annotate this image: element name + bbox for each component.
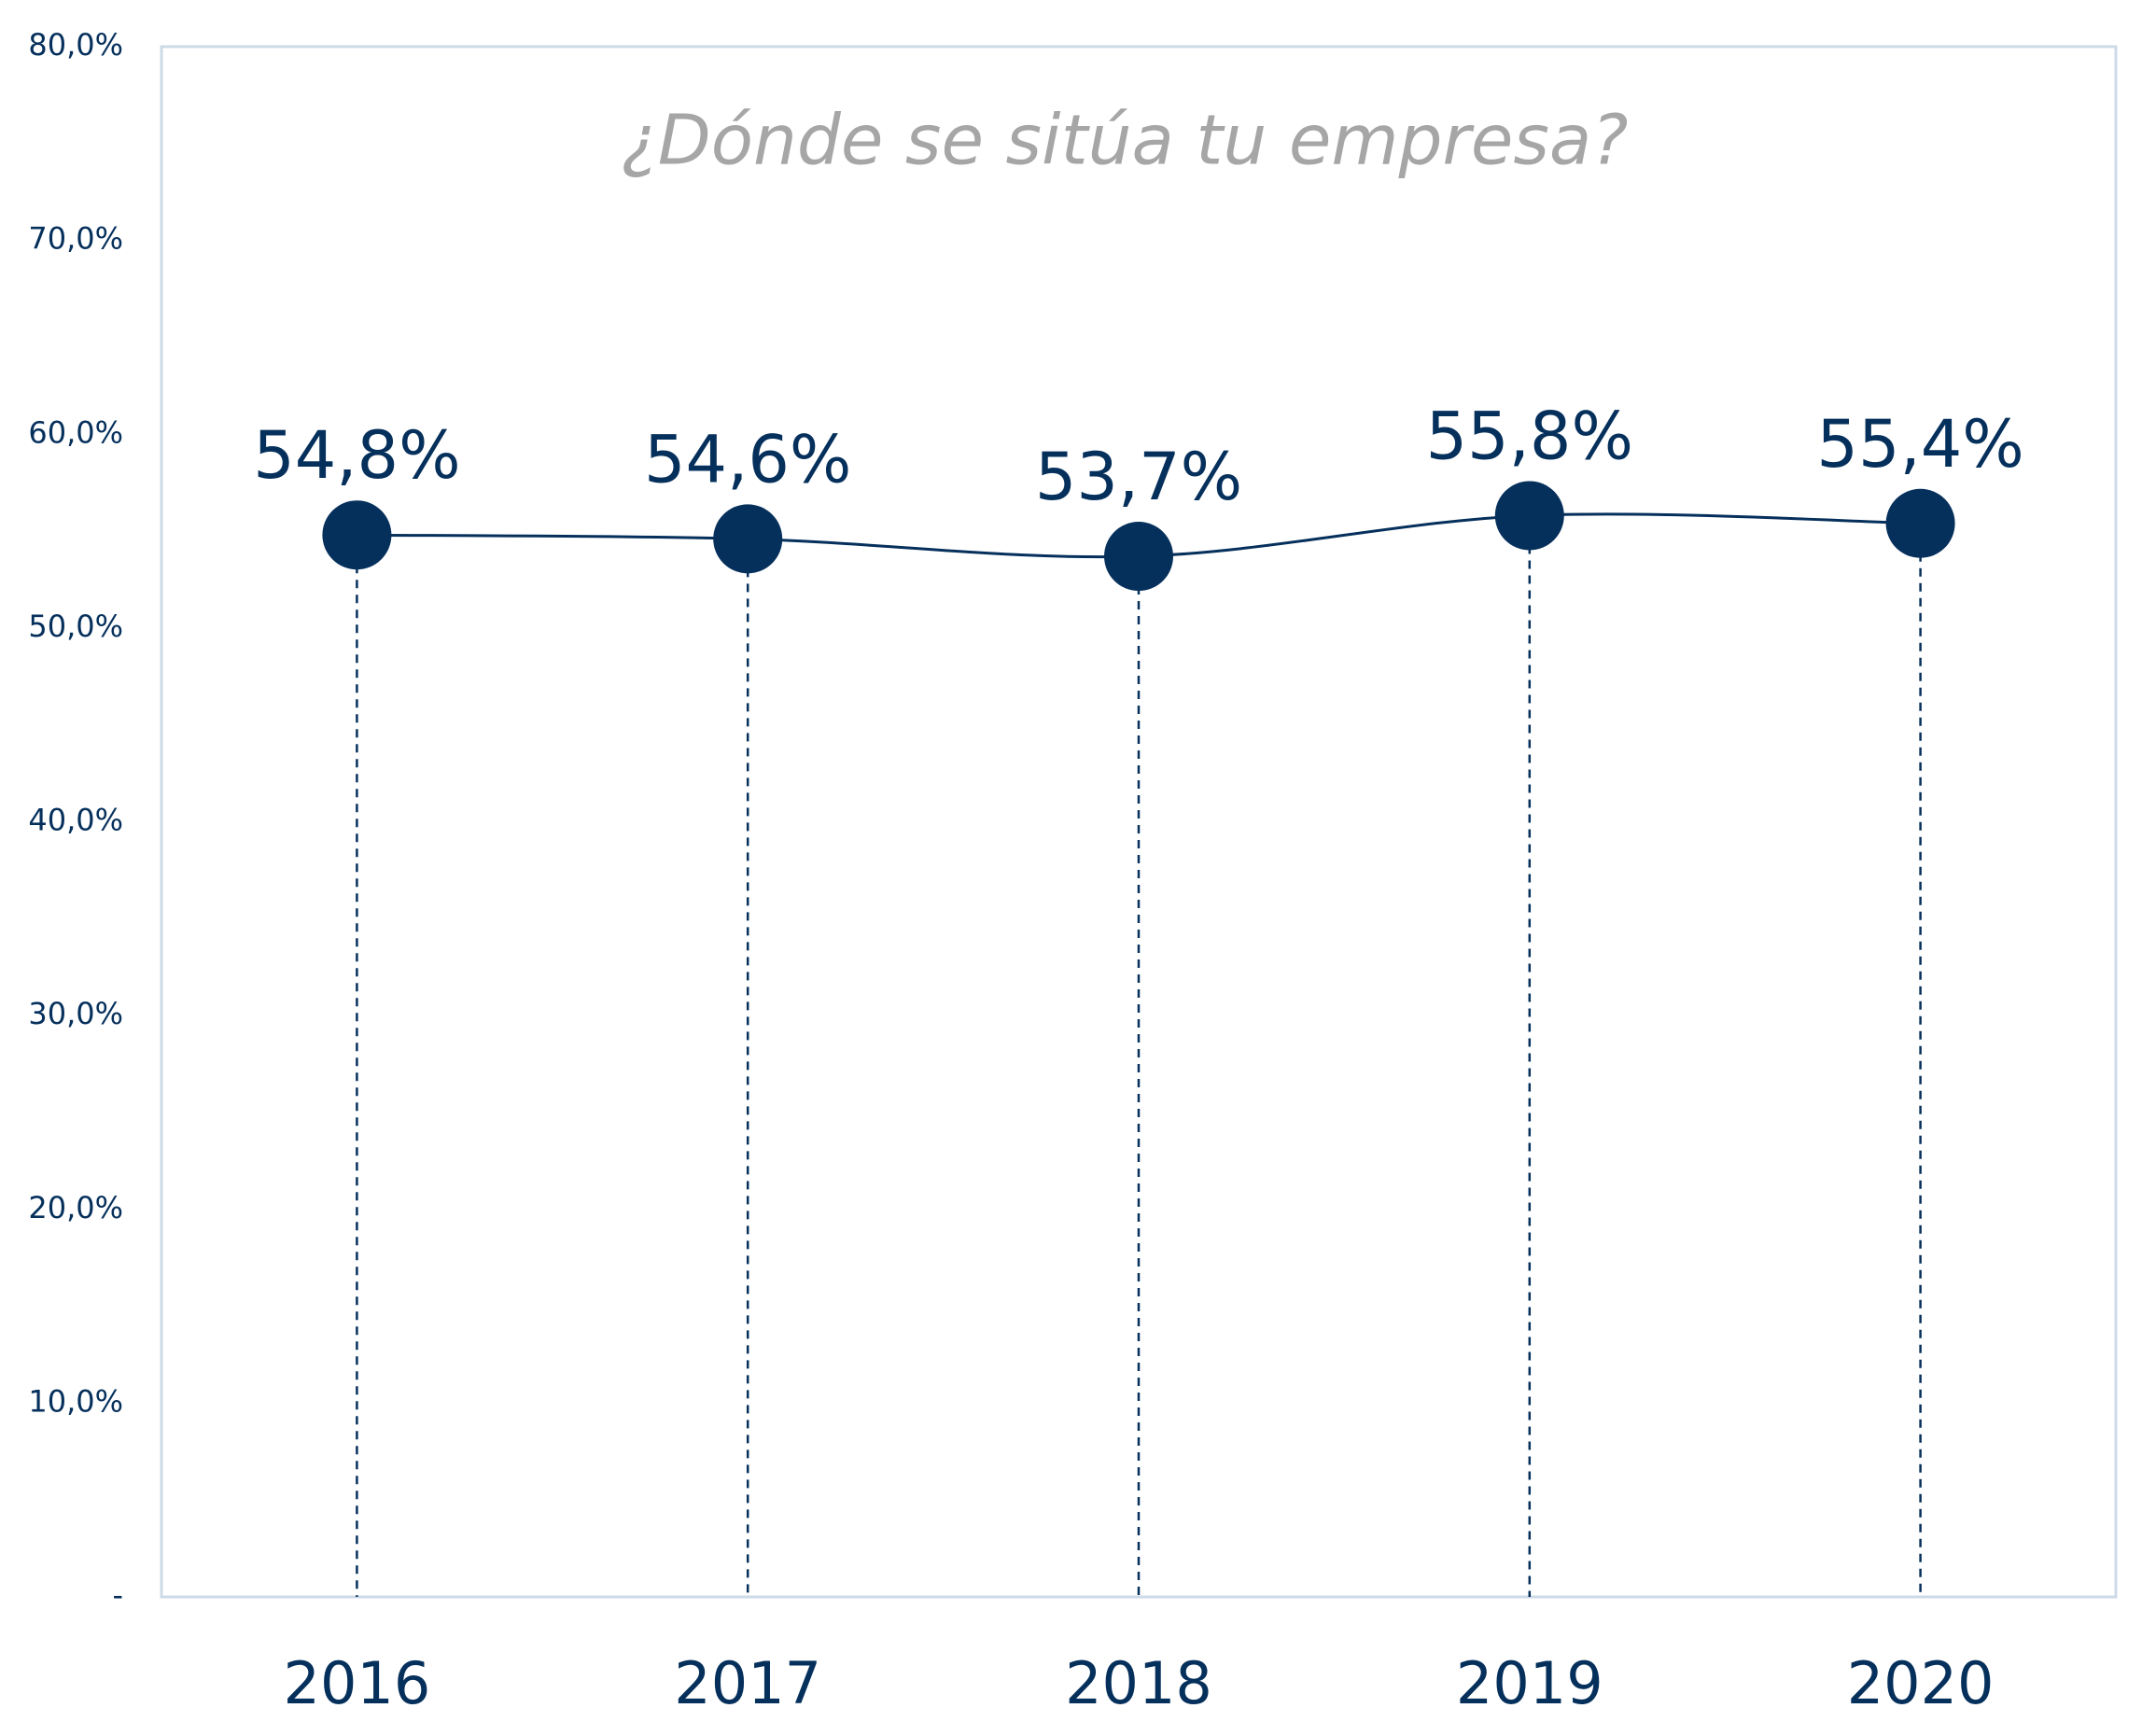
y-tick-label: 30,0% [28,996,123,1031]
point-marker [1885,488,1955,558]
y-tick-label: - [112,1577,123,1613]
value-label: 54,8% [253,417,460,494]
y-tick-label: 10,0% [28,1383,123,1419]
y-tick-label: 60,0% [28,414,123,450]
x-tick-label: 2020 [1847,1649,1995,1717]
point-marker [713,504,783,574]
chart-title: ¿Dónde se sitúa tu empresa? [621,101,1628,181]
point-marker [1494,481,1564,551]
y-tick-label: 40,0% [28,803,123,838]
point-marker [322,500,392,570]
y-tick-label: 70,0% [28,221,123,257]
x-tick-label: 2018 [1065,1649,1212,1717]
point-marker [1104,522,1173,592]
x-tick-label: 2019 [1456,1649,1603,1717]
plot-border [160,45,2118,1599]
x-tick-label: 2017 [674,1649,821,1717]
y-tick-label: 80,0% [28,27,123,63]
value-label: 54,6% [644,421,851,497]
y-tick-label: 20,0% [28,1190,123,1225]
value-label: 53,7% [1035,439,1242,515]
value-label: 55,4% [1816,406,2023,483]
y-tick-label: 50,0% [28,609,123,644]
value-label: 55,8% [1426,398,1633,474]
x-tick-label: 2016 [284,1649,431,1717]
